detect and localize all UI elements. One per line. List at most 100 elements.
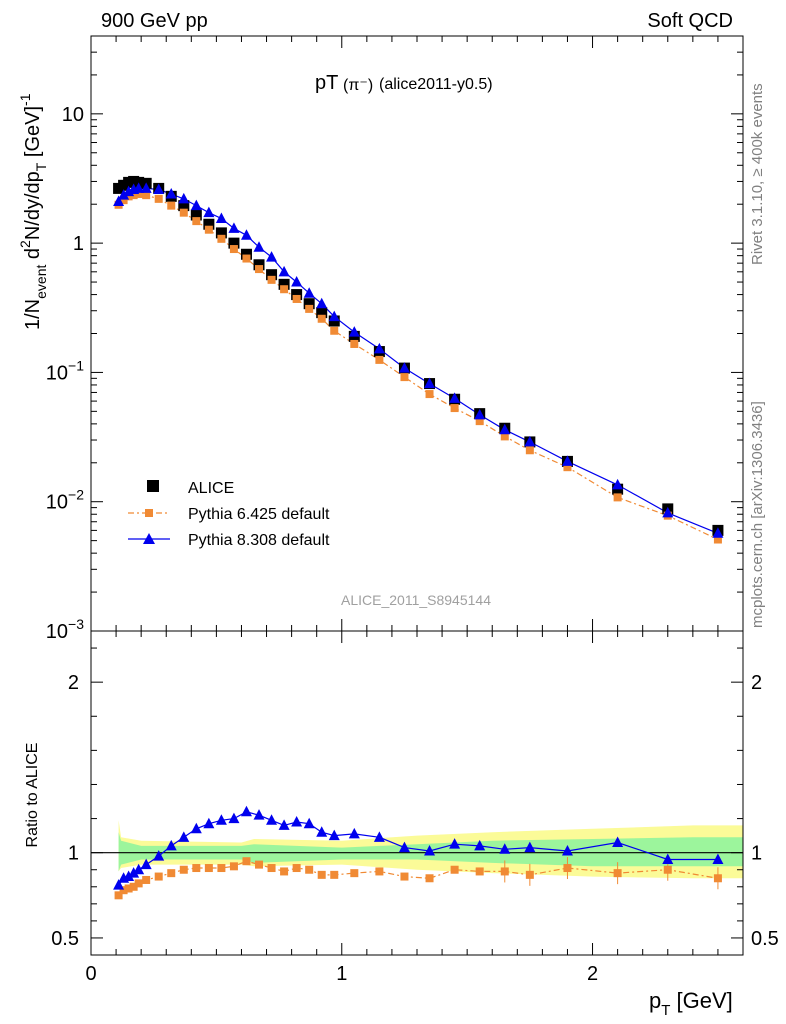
alice-point	[278, 278, 290, 290]
pythia8-point	[424, 377, 436, 389]
ratio-pythia6-point	[267, 864, 276, 873]
ratio-pythia8-point	[128, 867, 140, 878]
pythia8-point	[178, 192, 190, 204]
ratio-pythia8-point	[424, 844, 436, 856]
pythia8-point	[203, 206, 215, 218]
main-y-axis-label: 1/Nevent d2N/dy/dpT [GeV]-1	[17, 93, 49, 330]
alice-point	[303, 298, 315, 310]
ratio-y-tick-label-right: 1	[751, 843, 762, 865]
ratio-pythia6-point	[292, 864, 301, 873]
pythia6-point	[400, 373, 409, 382]
pythia6-point	[292, 294, 301, 303]
legend-label-pythia6: Pythia 6.425 default	[188, 506, 330, 523]
pythia6-point	[525, 446, 534, 455]
ylabel-part-c: d	[22, 248, 44, 265]
alice-point	[291, 289, 303, 301]
pythia6-point	[305, 304, 314, 313]
pythia6-point	[154, 194, 163, 203]
tick-exponent: −1	[68, 357, 84, 373]
pythia6-point	[450, 404, 459, 413]
pythia6-point	[330, 326, 339, 335]
pythia6-point	[124, 192, 133, 201]
pythia6-point	[204, 225, 213, 234]
ratio-pythia8-point	[113, 879, 125, 890]
main-series	[113, 175, 724, 544]
ratio-pythia8-point	[140, 858, 152, 870]
pythia6-point	[217, 234, 226, 243]
ratio-pythia6-point	[525, 870, 534, 879]
pythia6-point	[229, 245, 238, 254]
tick-exponent: −3	[68, 616, 84, 632]
xlabel-main: p	[649, 988, 661, 1013]
main-y-tick-label: 10−3	[46, 616, 84, 643]
pythia6-point	[167, 201, 176, 210]
alice-point	[240, 248, 252, 260]
ratio-pythia8-point	[499, 843, 511, 854]
ylabel-part-g: [GeV]	[22, 106, 44, 163]
legend-marker-pythia8	[143, 533, 155, 544]
x-tick-label: 2	[587, 963, 598, 985]
ylabel-part-b: event	[33, 265, 49, 299]
ratio-pythia8-point	[303, 817, 315, 829]
x-axis-label: pT [GeV]	[649, 988, 733, 1019]
pythia8-point	[215, 212, 227, 224]
pythia8-point	[474, 408, 486, 420]
legend: ALICE Pythia 6.425 default Pythia 8.308 …	[128, 480, 330, 549]
ratio-panel: 0.5 0.5 1 1 2 2 0 1 2 Ratio to ALICE pT [GeV]	[24, 630, 779, 1019]
ratio-pythia8-point	[662, 853, 674, 865]
pythia6-point	[350, 339, 359, 348]
pythia8-point	[253, 241, 265, 252]
pythia8-point	[662, 506, 674, 518]
ratio-pythia6-point	[204, 864, 213, 873]
ratio-pythia6-point	[167, 869, 176, 878]
ylabel-part-d: 2	[17, 240, 33, 248]
ratio-pythia6-point	[305, 865, 314, 874]
pythia8-point	[499, 423, 511, 435]
ylabel-part-e: N/dy/dp	[22, 171, 44, 240]
main-y-tick-label: 10−2	[46, 487, 84, 514]
ratio-y-axis-label: Ratio to ALICE	[24, 743, 41, 848]
ratio-pythia6-point	[192, 864, 201, 873]
alice-point	[228, 237, 240, 249]
ratio-pythia8-point	[190, 822, 202, 834]
x-tick-label: 1	[336, 963, 347, 985]
pythia8-point	[278, 265, 290, 277]
pythia6-point	[425, 390, 434, 399]
pythia6-point	[317, 314, 326, 323]
ratio-pythia8-point	[153, 850, 165, 861]
pythia8-point	[348, 326, 360, 337]
analysis-watermark: ALICE_2011_S8945144	[341, 592, 491, 608]
source-label: mcplots.cern.ch [arXiv:1306.3436]	[749, 401, 766, 628]
ratio-pythia6-point	[229, 862, 238, 871]
ratio-pythia6-point	[330, 870, 339, 879]
legend-marker-alice	[147, 480, 159, 492]
ratio-pythia6-point	[450, 865, 459, 874]
alice-point	[266, 269, 278, 281]
ratio-pythia8-point	[612, 836, 624, 847]
pythia6-point	[613, 493, 622, 502]
ratio-pythia8-point	[316, 826, 328, 837]
ratio-y-tick-label-right: 0.5	[751, 928, 779, 950]
ratio-pythia6-point	[425, 874, 434, 883]
xlabel-unit: [GeV]	[670, 988, 732, 1013]
x-tick-label: 0	[85, 963, 96, 985]
alice-point	[133, 176, 145, 188]
pythia8-point	[316, 297, 328, 309]
ratio-pythia6-point	[124, 884, 133, 893]
ratio-pythia8-point	[123, 870, 135, 882]
ratio-y-tick-label-right: 2	[751, 672, 762, 694]
ratio-y-tick-label-left: 2	[68, 672, 79, 694]
alice-point	[215, 227, 227, 239]
pythia8-point	[165, 187, 177, 199]
ratio-pythia6-point	[400, 872, 409, 881]
ratio-pythia6-point	[475, 867, 484, 876]
pythia8-point	[118, 189, 130, 200]
ratio-pythia8-point	[240, 805, 252, 817]
pythia8-point	[328, 310, 340, 322]
ratio-pythia6-point	[142, 875, 151, 884]
ratio-pythia6-point	[663, 865, 672, 874]
ratio-plot-frame	[90, 630, 744, 956]
ratio-pythia8-point	[291, 815, 303, 827]
